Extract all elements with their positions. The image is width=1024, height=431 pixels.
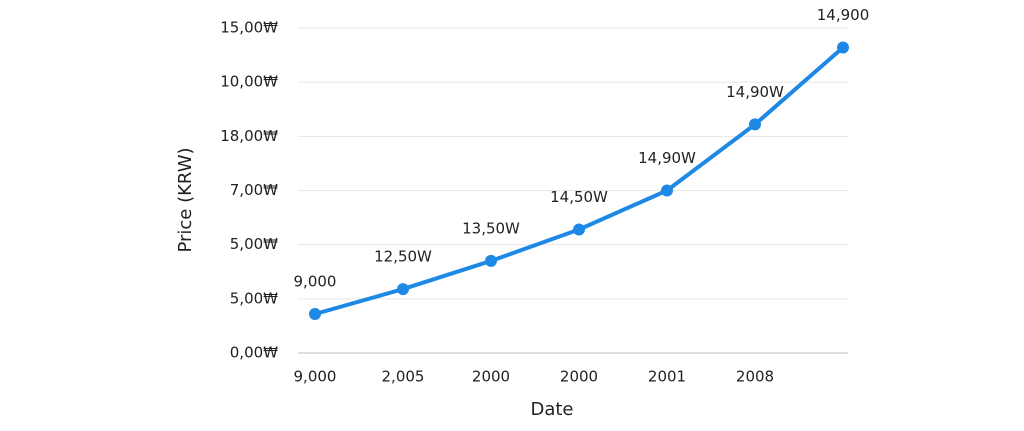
x-tick-label: 2,005	[382, 368, 425, 386]
point	[573, 223, 585, 236]
point	[661, 184, 673, 197]
point	[485, 254, 497, 267]
data-label: 12,50W	[374, 248, 432, 266]
point	[309, 308, 321, 320]
x-tick-label: 2000	[472, 368, 510, 386]
x-axis-title: Date	[530, 399, 573, 420]
y-tick-label: 15,00₩	[220, 19, 278, 37]
data-label: 14,900	[817, 6, 870, 24]
data-label: 14,50W	[550, 188, 608, 206]
data-label: 14,90W	[726, 83, 784, 101]
point	[837, 41, 849, 54]
y-tick-label: 0,00₩	[230, 344, 278, 362]
y-tick-label: 5,00₩	[230, 235, 278, 253]
y-tick-label: 10,00₩	[220, 73, 278, 91]
y-tick-label: 5,00₩	[230, 289, 278, 307]
data-label: 14,90W	[638, 149, 696, 167]
y-axis-title: Price (KRW)	[175, 147, 196, 252]
point	[749, 118, 761, 131]
point	[397, 283, 409, 296]
x-tick-label: 2008	[736, 368, 774, 386]
data-label: 13,50W	[462, 219, 520, 237]
x-tick-label: 2000	[560, 368, 598, 386]
x-tick-label: 9,000	[294, 368, 337, 386]
x-tick-label: 2001	[648, 368, 686, 386]
y-tick-label: 7,00₩	[230, 181, 278, 199]
y-tick-label: 18,00₩	[220, 127, 278, 145]
data-label: 9,000	[294, 273, 337, 291]
